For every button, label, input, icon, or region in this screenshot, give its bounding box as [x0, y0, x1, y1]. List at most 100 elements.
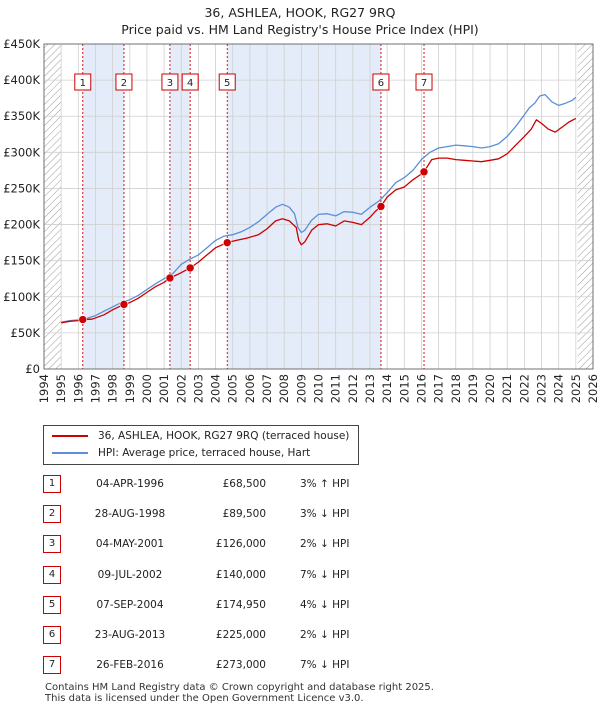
- x-tick-label: 2008: [277, 374, 291, 403]
- y-tick-label: £450K: [3, 37, 40, 51]
- x-tick-label: 2025: [569, 374, 583, 403]
- y-tick-label: £200K: [3, 218, 40, 232]
- x-tick-label: 2020: [483, 374, 497, 403]
- x-tick-label: 2007: [260, 374, 274, 403]
- sale-date: 04-APR-1996: [96, 478, 164, 490]
- x-tick-label: 2010: [312, 374, 326, 403]
- sale-number-label: 6: [378, 78, 384, 89]
- sale-number-box: [415, 73, 433, 91]
- hatched-region: [577, 44, 593, 369]
- y-tick-label: £50K: [11, 326, 41, 340]
- x-tick-label: 2024: [552, 374, 566, 403]
- x-tick-label: 2014: [380, 374, 394, 403]
- title-address: 36, ASHLEA, HOOK, RG27 9RQ: [204, 5, 396, 20]
- table-row: 4 09-JUL-2002 £140,000 7% ↓ HPI: [0, 566, 600, 586]
- sale-period-band: [82, 44, 124, 369]
- chart-legend: 36, ASHLEA, HOOK, RG27 9RQ (terraced hou…: [43, 425, 359, 465]
- sale-number-box: [115, 73, 133, 91]
- sale-date: 09-JUL-2002: [97, 569, 163, 581]
- sale-number-badge: 7: [43, 656, 61, 674]
- sale-number-badge: 1: [43, 475, 61, 493]
- sale-point: [419, 167, 429, 177]
- x-tick-label: 2003: [191, 374, 205, 403]
- sale-point: [222, 238, 232, 247]
- sale-hpi-diff: 2% ↓ HPI: [300, 538, 350, 550]
- sale-number-badge: 5: [43, 596, 61, 614]
- property-price-line: [61, 117, 577, 324]
- sale-point: [165, 273, 175, 283]
- sale-hpi-diff: 3% ↓ HPI: [300, 508, 350, 520]
- legend-swatch-hpi: [52, 452, 88, 454]
- sale-hpi-diff: 4% ↓ HPI: [300, 599, 350, 611]
- sale-number-badge: 4: [43, 566, 61, 584]
- sale-point: [119, 300, 129, 309]
- sale-number-box: [161, 73, 179, 91]
- sale-price: £225,000: [215, 629, 266, 641]
- x-tick-label: 1998: [106, 374, 120, 403]
- x-tick-label: 2011: [329, 374, 343, 403]
- y-tick-label: £100K: [3, 290, 40, 304]
- hatched-region: [44, 44, 62, 369]
- sale-number-badge: 3: [43, 535, 61, 553]
- x-tick-label: 2022: [517, 374, 531, 403]
- sale-hpi-diff: 7% ↓ HPI: [300, 569, 350, 581]
- x-tick-label: 2002: [174, 374, 188, 403]
- legend-item-property: 36, ASHLEA, HOOK, RG27 9RQ (terraced hou…: [52, 428, 349, 444]
- legend-label-hpi: HPI: Average price, terraced house, Hart: [98, 447, 311, 459]
- chart-title: 36, ASHLEA, HOOK, RG27 9RQ Price paid vs…: [0, 4, 600, 38]
- sale-number-badge: 6: [43, 626, 61, 644]
- x-tick-label: 2012: [346, 374, 360, 403]
- sale-date: 26-FEB-2016: [96, 659, 164, 671]
- sale-number-badge: 2: [43, 505, 61, 523]
- sale-number-box: [372, 73, 390, 91]
- table-row: 7 26-FEB-2016 £273,000 7% ↓ HPI: [0, 656, 600, 676]
- x-tick-label: 2016: [414, 374, 428, 403]
- sale-hpi-diff: 7% ↓ HPI: [300, 659, 350, 671]
- table-row: 5 07-SEP-2004 £174,950 4% ↓ HPI: [0, 596, 600, 616]
- copyright-footer: Contains HM Land Registry data © Crown c…: [45, 682, 434, 704]
- sale-date: 07-SEP-2004: [96, 599, 164, 611]
- sale-price: £273,000: [215, 659, 266, 671]
- x-tick-label: 2000: [140, 374, 154, 403]
- x-tick-label: 2009: [294, 374, 308, 403]
- table-row: 2 28-AUG-1998 £89,500 3% ↓ HPI: [0, 505, 600, 525]
- x-tick-label: 2001: [157, 374, 171, 403]
- sale-date: 04-MAY-2001: [95, 538, 165, 550]
- x-tick-label: 2006: [243, 374, 257, 403]
- sale-number-label: 7: [421, 78, 427, 89]
- x-tick-label: 2019: [466, 374, 480, 403]
- sale-hpi-diff: 3% ↑ HPI: [300, 478, 350, 490]
- title-subtitle: Price paid vs. HM Land Registry's House …: [121, 22, 479, 37]
- sale-point: [376, 202, 386, 211]
- x-tick-label: 2017: [432, 374, 446, 403]
- sale-number-label: 1: [80, 78, 86, 89]
- x-tick-label: 2005: [226, 374, 240, 403]
- table-row: 1 04-APR-1996 £68,500 3% ↑ HPI: [0, 475, 600, 495]
- x-tick-label: 2026: [586, 374, 600, 403]
- sale-date: 28-AUG-1998: [94, 508, 166, 520]
- sale-price: £140,000: [215, 569, 266, 581]
- y-tick-label: £400K: [3, 73, 40, 87]
- footer-line-licence: This data is licensed under the Open Gov…: [45, 693, 364, 704]
- y-tick-label: £150K: [3, 254, 40, 268]
- sale-price: £68,500: [222, 478, 266, 490]
- y-tick-label: £300K: [3, 145, 40, 159]
- sale-price: £89,500: [222, 508, 266, 520]
- x-tick-label: 1994: [37, 374, 51, 403]
- sale-number-box: [181, 73, 199, 91]
- y-tick-label: £250K: [3, 181, 40, 195]
- x-tick-label: 2013: [363, 374, 377, 403]
- sale-point: [185, 263, 195, 273]
- x-tick-label: 2004: [209, 374, 223, 403]
- x-tick-label: 2021: [500, 374, 514, 403]
- table-row: 3 04-MAY-2001 £126,000 2% ↓ HPI: [0, 535, 600, 555]
- legend-swatch-property: [52, 435, 88, 437]
- x-tick-label: 2023: [535, 374, 549, 403]
- sale-period-band: [227, 44, 381, 369]
- price-chart: 1 2 3 4 5 6 7 £0 £50K £100K £150K £200K £250K £300K £…: [3, 37, 600, 403]
- x-tick-label: 2018: [449, 374, 463, 403]
- sale-date: 23-AUG-2013: [94, 629, 166, 641]
- sale-number-label: 3: [167, 78, 173, 89]
- x-tick-label: 1999: [123, 374, 137, 403]
- y-tick-label: £0: [25, 362, 40, 376]
